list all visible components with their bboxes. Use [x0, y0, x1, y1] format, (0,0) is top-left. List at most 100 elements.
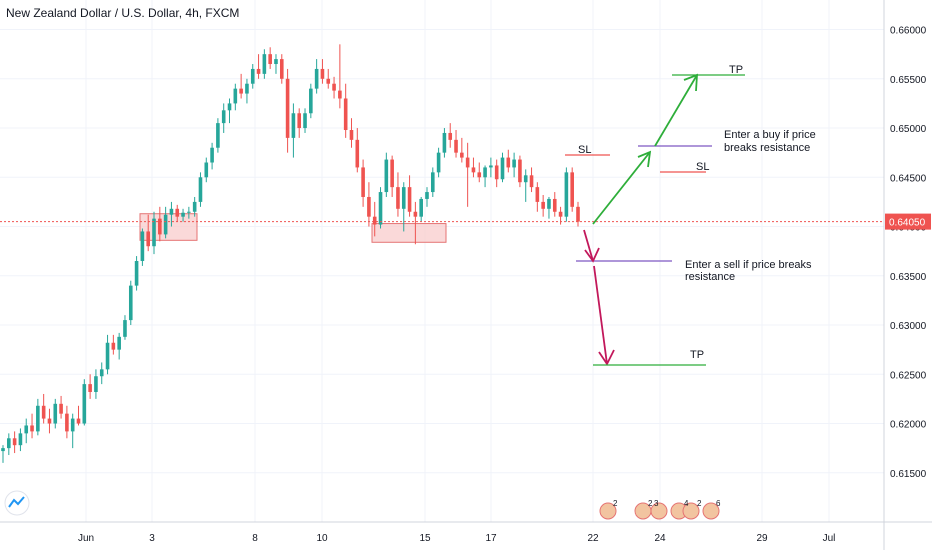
- candle-body: [529, 175, 534, 188]
- event-count-label: 3: [654, 499, 659, 508]
- x-tick-label: 29: [756, 533, 768, 544]
- x-tick-label: 8: [252, 533, 258, 544]
- candle-body: [477, 172, 482, 178]
- candle-body: [175, 208, 180, 217]
- sell-arrow-1-head: [584, 247, 600, 263]
- x-tick-label: 3: [149, 533, 155, 544]
- candle-body: [47, 418, 52, 424]
- event-count-label: 2: [648, 499, 653, 508]
- event-flag-icon[interactable]: [650, 502, 668, 520]
- x-tick-label: Jul: [823, 533, 836, 544]
- candle-body: [326, 78, 331, 84]
- candle-body: [291, 113, 296, 138]
- sl-label-mid: SL: [696, 161, 709, 173]
- candle-body: [30, 425, 34, 432]
- candle-body: [198, 177, 203, 202]
- last-price-tag: [885, 213, 931, 230]
- y-tick-label: 0.62500: [890, 370, 927, 381]
- y-tick-label: 0.61500: [890, 469, 927, 480]
- event-flag-icon[interactable]: [682, 502, 700, 520]
- x-tick-label: 10: [316, 533, 328, 544]
- candle-body: [53, 403, 58, 424]
- candle-body: [541, 201, 545, 209]
- candle-body: [552, 198, 557, 212]
- candle-body: [396, 187, 400, 209]
- candle-body: [343, 98, 348, 131]
- y-tick-label: 0.64500: [890, 173, 927, 184]
- y-tick-label: 0.62000: [890, 420, 927, 431]
- last-price-label: 0.64050: [889, 218, 926, 229]
- candle-body: [117, 336, 121, 350]
- support-zone-right: [371, 223, 447, 243]
- candle-body: [506, 157, 511, 168]
- candle-body: [413, 211, 418, 217]
- event-flag-icon[interactable]: [599, 502, 617, 520]
- candle-body: [407, 187, 412, 212]
- logo-wave-icon: [8, 496, 25, 508]
- candle-body: [303, 113, 307, 129]
- candle-body: [500, 157, 505, 180]
- y-tick-label: 0.63000: [890, 321, 927, 332]
- candle-body: [181, 212, 185, 217]
- candle-body: [239, 88, 243, 94]
- event-count-label: 2: [697, 499, 702, 508]
- candle-body: [1, 448, 5, 452]
- candle-body: [204, 162, 209, 178]
- y-axis-panel: [884, 0, 932, 550]
- sell-arrow-2-head: [598, 349, 615, 366]
- candle-body: [12, 438, 17, 446]
- sell-text-1: Enter a sell if price breaks: [685, 259, 812, 271]
- candle-body: [221, 110, 226, 124]
- candle-body: [332, 83, 336, 91]
- candle-body: [158, 218, 162, 235]
- candle-body: [390, 159, 394, 188]
- candle-body: [564, 172, 569, 217]
- candle-body: [76, 418, 81, 424]
- candle-body: [465, 157, 470, 168]
- x-tick-label: 22: [587, 533, 599, 544]
- event-flag-icon[interactable]: [702, 502, 720, 520]
- candle-body: [570, 172, 574, 207]
- candle-body: [169, 208, 174, 215]
- candle-body: [187, 211, 191, 213]
- buy-arrow-1: [592, 151, 651, 225]
- candle-body: [436, 152, 441, 173]
- sell-arrow-1: [583, 229, 594, 262]
- candle-body: [425, 192, 429, 199]
- buy-arrow-1-head: [637, 150, 652, 168]
- candle-body: [419, 198, 423, 217]
- x-tick-label: Jun: [78, 533, 94, 544]
- candle-body: [216, 123, 220, 148]
- candle-body: [471, 167, 476, 173]
- candle-body: [442, 132, 447, 153]
- candle-body: [285, 78, 290, 138]
- candle-body: [7, 438, 11, 449]
- candle-body: [367, 196, 371, 217]
- candle-body: [146, 231, 151, 247]
- x-tick-label: 24: [654, 533, 666, 544]
- candle-body: [279, 59, 284, 79]
- candle-body: [250, 68, 255, 84]
- candle-body: [378, 192, 383, 225]
- candle-body: [227, 103, 232, 111]
- candle-body: [128, 285, 133, 321]
- sell-text-2: resistance: [685, 271, 735, 283]
- candle-body: [18, 433, 23, 446]
- candle-body: [140, 231, 145, 261]
- candle-body: [483, 167, 487, 178]
- candle-body: [349, 130, 354, 140]
- candle-body: [41, 405, 46, 419]
- candle-body: [494, 165, 499, 180]
- y-tick-label: 0.63500: [890, 272, 927, 283]
- event-count-label: 6: [716, 499, 721, 508]
- tp-label-bottom: TP: [690, 349, 704, 361]
- candle-body: [454, 139, 458, 153]
- candle-body: [210, 147, 214, 163]
- candle-body: [59, 403, 63, 414]
- candle-body: [309, 88, 313, 114]
- x-tick-label: 17: [485, 533, 497, 544]
- buy-text-1: Enter a buy if price: [724, 129, 816, 141]
- candle-body: [82, 384, 87, 424]
